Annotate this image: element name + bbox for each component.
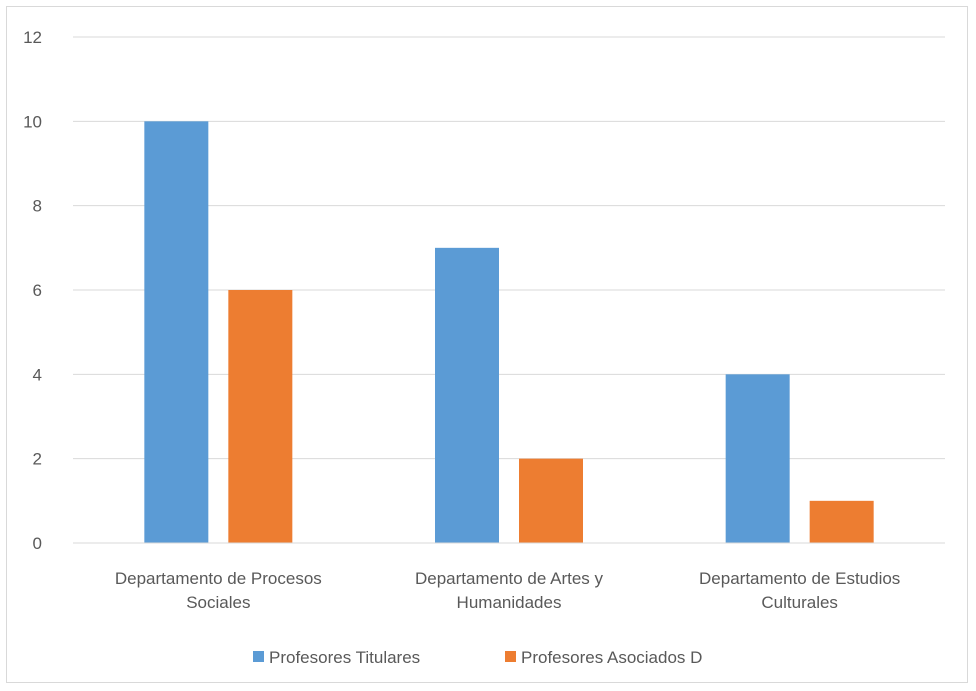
x-category-label: Departamento de Artes y Humanidades <box>415 569 604 612</box>
x-category-label-line: Departamento de Estudios <box>699 569 900 588</box>
x-category-label: Departamento de Procesos Sociales <box>115 569 322 612</box>
bar-titulares-1 <box>144 121 209 543</box>
gridlines <box>73 36 945 460</box>
y-tick-label: 6 <box>33 281 42 300</box>
legend-swatch <box>253 651 264 662</box>
bar-asociados-2 <box>519 458 583 543</box>
legend-label: Profesores Titulares <box>269 648 420 667</box>
x-category-label: Departamento de Estudios Culturales <box>699 569 900 612</box>
bar-chart: 0 2 4 6 8 10 12 Departamento de Procesos Social… <box>23 28 945 667</box>
legend-swatch <box>505 651 516 662</box>
chart-area: 0 2 4 6 8 10 12 Departamento de Procesos Social… <box>6 6 968 683</box>
x-category-label-line: Humanidades <box>457 593 562 612</box>
bar-titulares-2 <box>435 247 499 544</box>
legend-label: Profesores Asociados D <box>521 648 702 667</box>
y-tick-label: 12 <box>23 28 42 47</box>
y-tick-label: 0 <box>33 534 42 553</box>
x-category-label-line: Departamento de Procesos <box>115 569 322 588</box>
bar-asociados-3 <box>809 500 874 543</box>
y-tick-label: 10 <box>23 112 42 131</box>
x-category-label-line: Culturales <box>761 593 838 612</box>
bar-asociados-1 <box>228 290 293 543</box>
y-tick-label: 2 <box>33 450 42 469</box>
x-axis-category-labels: Departamento de Procesos SocialesDepartam… <box>115 569 900 612</box>
bar-titulares-3 <box>725 374 790 543</box>
x-category-label-line: Sociales <box>186 593 250 612</box>
y-tick-label: 4 <box>33 365 42 384</box>
legend: Profesores Titulares Profesores Asociados… <box>253 648 702 667</box>
y-axis-tick-labels: 0 2 4 6 8 10 12 <box>23 28 42 553</box>
y-tick-label: 8 <box>33 197 42 216</box>
x-category-label-line: Departamento de Artes y <box>415 569 604 588</box>
bars <box>144 121 874 544</box>
